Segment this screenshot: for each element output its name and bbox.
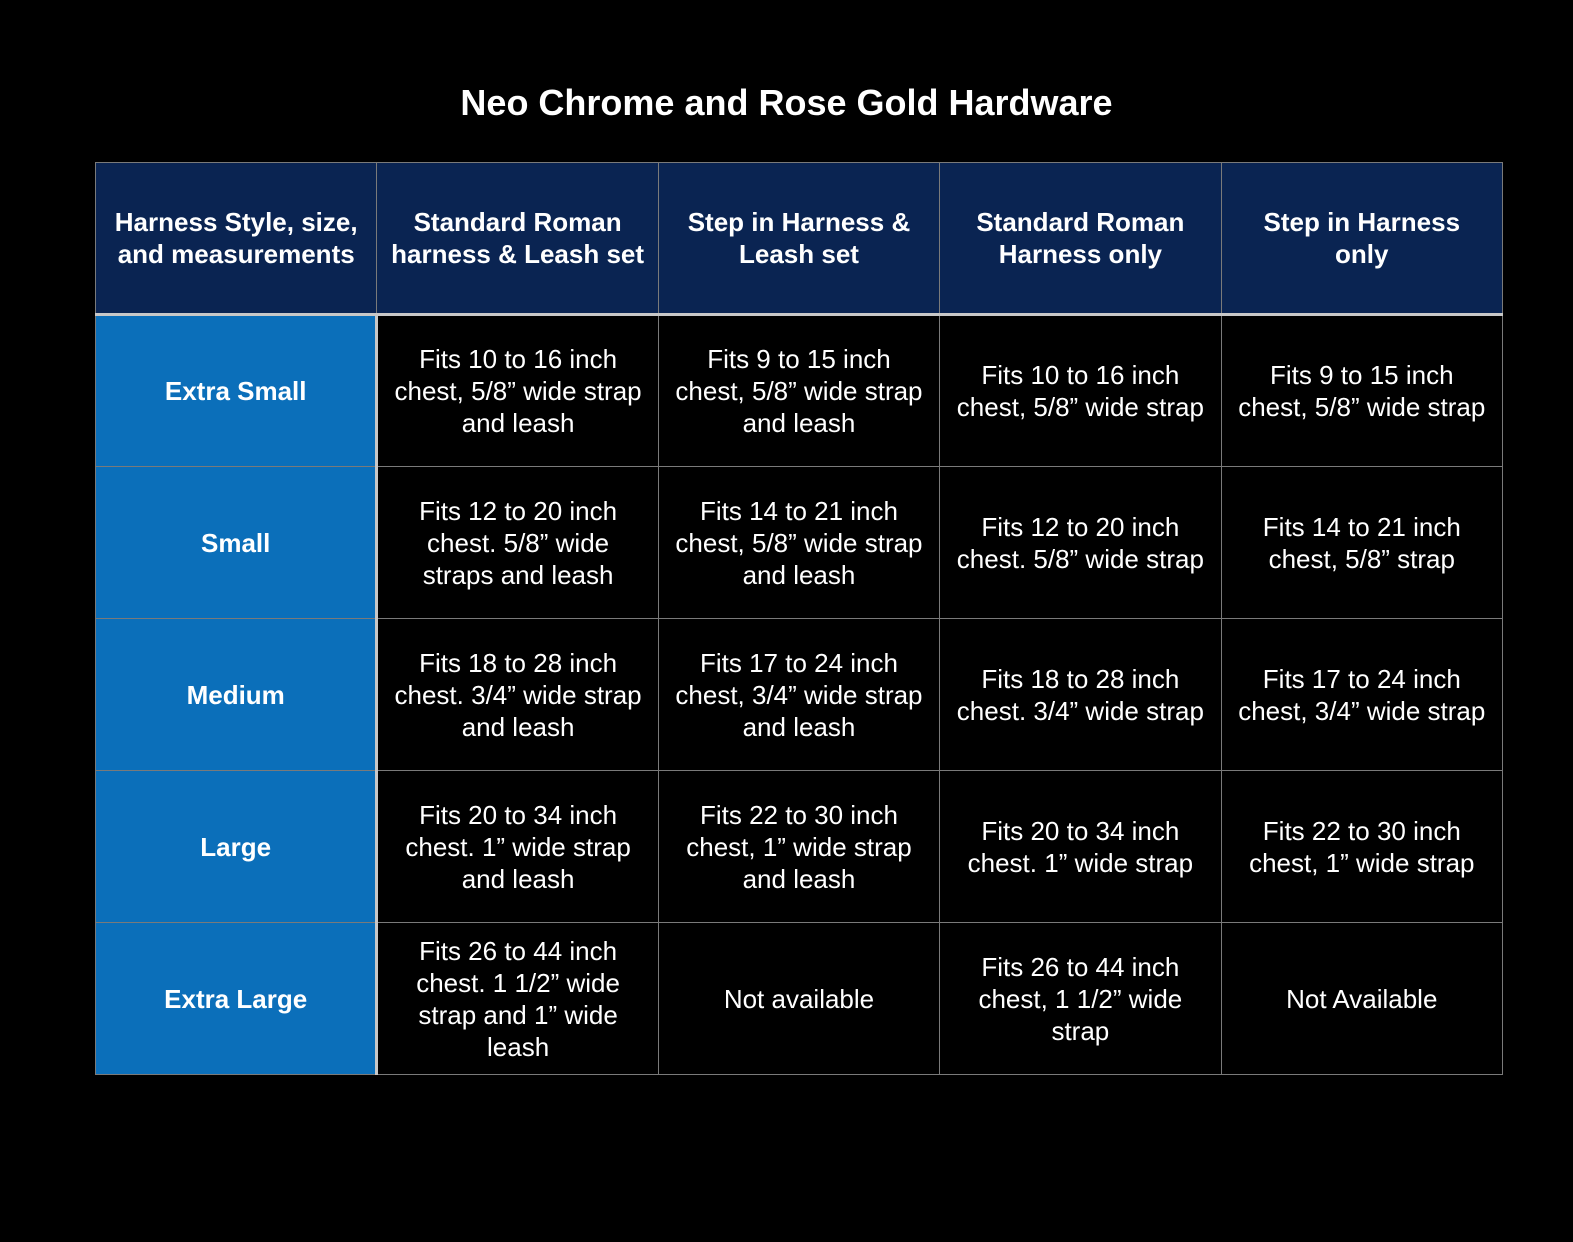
table-body: Extra Small Fits 10 to 16 inch chest, 5/8… [94,314,1504,1075]
header-cell: Step in Harness only [1220,162,1504,316]
size-cell: Extra Large [94,922,379,1075]
fit-cell: Fits 22 to 30 inch chest, 1” wide strap … [657,770,941,923]
fit-cell: Fits 9 to 15 inch chest, 5/8” wide strap [1220,314,1504,467]
title: Neo Chrome and Rose Gold Hardware [460,82,1113,123]
table-row: Extra Large Fits 26 to 44 inch chest. 1 1… [94,922,1504,1075]
fit-cell: Fits 14 to 21 inch chest, 5/8” strap [1220,466,1504,619]
fit-cell: Fits 17 to 24 inch chest, 3/4” wide stra… [1220,618,1504,771]
header-cell: Harness Style, size, and measurements [94,162,378,316]
fit-cell: Not Available [1220,922,1504,1075]
fit-cell: Fits 26 to 44 inch chest, 1 1/2” wide st… [939,922,1222,1075]
table-row: Medium Fits 18 to 28 inch chest. 3/4” wid… [94,618,1504,771]
table-row: Extra Small Fits 10 to 16 inch chest, 5/8… [94,314,1504,467]
size-cell: Extra Small [94,314,379,467]
fit-cell: Fits 10 to 16 inch chest, 5/8” wide stra… [376,314,659,467]
size-table: Harness Style, size, and measurements Sta… [94,162,1504,1075]
header-row: Harness Style, size, and measurements Sta… [94,162,1504,316]
fit-cell: Not available [657,922,941,1075]
fit-cell: Fits 9 to 15 inch chest, 5/8” wide strap… [657,314,941,467]
fit-cell: Fits 17 to 24 inch chest, 3/4” wide stra… [657,618,941,771]
fit-cell: Fits 20 to 34 inch chest. 1” wide strap … [376,770,659,923]
header-cell: Standard Roman harness & Leash set [376,162,659,316]
fit-cell: Fits 18 to 28 inch chest. 3/4” wide stra… [376,618,659,771]
fit-cell: Fits 26 to 44 inch chest. 1 1/2” wide st… [376,922,659,1075]
fit-cell: Fits 10 to 16 inch chest, 5/8” wide stra… [939,314,1222,467]
size-cell: Large [94,770,379,923]
fit-cell: Fits 14 to 21 inch chest, 5/8” wide stra… [657,466,941,619]
table-row: Large Fits 20 to 34 inch chest. 1” wide s… [94,770,1504,923]
header-cell: Standard Roman Harness only [939,162,1222,316]
fit-cell: Fits 12 to 20 inch chest. 5/8” wide stra… [939,466,1222,619]
table-row: Small Fits 12 to 20 inch chest. 5/8” wide… [94,466,1504,619]
fit-cell: Fits 18 to 28 inch chest. 3/4” wide stra… [939,618,1222,771]
table-header: Harness Style, size, and measurements Sta… [94,162,1504,316]
fit-cell: Fits 20 to 34 inch chest. 1” wide strap [939,770,1222,923]
fit-cell: Fits 22 to 30 inch chest, 1” wide strap [1220,770,1504,923]
size-cell: Small [94,466,379,619]
header-cell: Step in Harness & Leash set [657,162,941,316]
size-cell: Medium [94,618,379,771]
fit-cell: Fits 12 to 20 inch chest. 5/8” wide stra… [376,466,659,619]
